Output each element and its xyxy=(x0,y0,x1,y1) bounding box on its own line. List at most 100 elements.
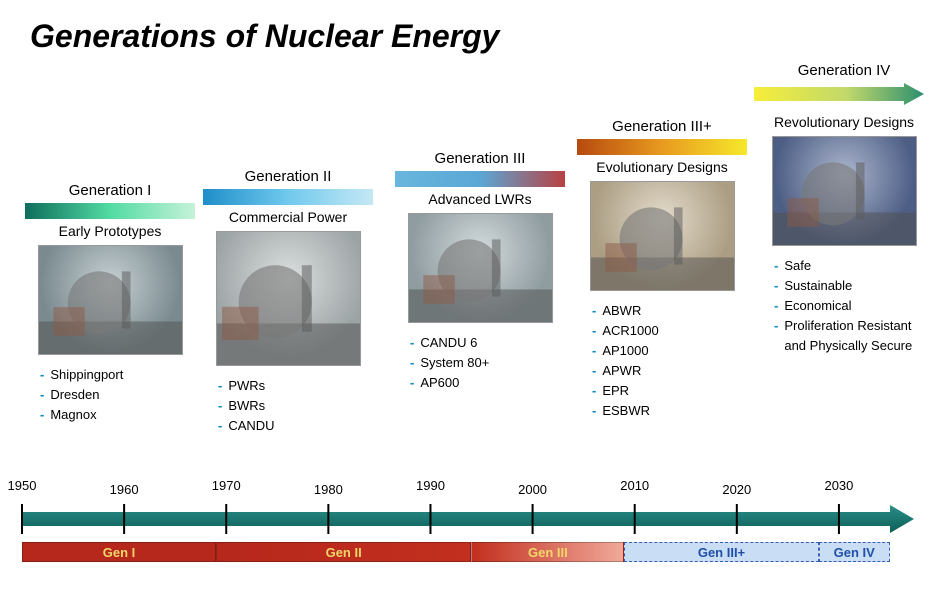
bullet-text: PWRs xyxy=(228,376,265,396)
generation-arrow xyxy=(754,83,924,105)
year-label: 1950 xyxy=(8,478,37,493)
bullet-item: -Sustainable xyxy=(774,276,934,296)
bullet-text: ABWR xyxy=(602,301,641,321)
generation-subtitle: Early Prototypes xyxy=(20,223,200,239)
bullet-item: -Proliferation Resistant and Physically … xyxy=(774,316,934,356)
generation-column-4: Generation III+Evolutionary Designs -ABW… xyxy=(572,118,752,421)
bullet-dash: - xyxy=(218,396,222,416)
generation-strip: Gen IGen IIGen IIIGen III+Gen IV xyxy=(14,542,922,562)
year-label: 2030 xyxy=(824,478,853,493)
year-label: 1970 xyxy=(212,478,241,493)
generation-column-3: Generation IIIAdvanced LWRs -CANDU 6-Sys… xyxy=(390,150,570,393)
generation-subtitle: Revolutionary Designs xyxy=(754,114,934,130)
generation-bullets: -Shippingport-Dresden-Magnox xyxy=(20,365,200,425)
generation-bullets: -PWRs-BWRs-CANDU xyxy=(198,376,378,436)
generation-subtitle: Advanced LWRs xyxy=(390,191,570,207)
bullet-dash: - xyxy=(592,361,596,381)
bullet-dash: - xyxy=(774,296,778,316)
bullet-text: APWR xyxy=(602,361,641,381)
bullet-item: -CANDU xyxy=(218,416,378,436)
bullet-dash: - xyxy=(410,353,414,373)
bullet-text: Economical xyxy=(784,296,851,316)
bullet-dash: - xyxy=(40,405,44,425)
bullet-dash: - xyxy=(40,365,44,385)
generation-bar xyxy=(395,171,565,187)
strip-segment: Gen I xyxy=(22,542,216,562)
generation-image xyxy=(216,231,361,366)
bullet-text: ESBWR xyxy=(602,401,650,421)
generation-label: Generation IV xyxy=(754,62,934,79)
bullet-text: AP600 xyxy=(420,373,459,393)
year-label: 1990 xyxy=(416,478,445,493)
bullet-text: System 80+ xyxy=(420,353,489,373)
bullet-item: -AP1000 xyxy=(592,341,752,361)
bullet-text: Dresden xyxy=(50,385,99,405)
year-label: 2000 xyxy=(518,482,547,497)
bullet-item: -ACR1000 xyxy=(592,321,752,341)
bullet-dash: - xyxy=(40,385,44,405)
generation-bar xyxy=(25,203,195,219)
generation-column-5: Generation IV Revolutionary Designs -Saf… xyxy=(754,62,934,356)
bullet-item: -CANDU 6 xyxy=(410,333,570,353)
generation-label: Generation II xyxy=(198,168,378,185)
year-label: 1960 xyxy=(110,482,139,497)
bullet-item: -ABWR xyxy=(592,301,752,321)
generation-bullets: -CANDU 6-System 80+-AP600 xyxy=(390,333,570,393)
strip-segment: Gen III+ xyxy=(624,542,818,562)
bullet-text: Magnox xyxy=(50,405,96,425)
bullet-dash: - xyxy=(774,276,778,296)
bullet-item: -AP600 xyxy=(410,373,570,393)
bullet-text: BWRs xyxy=(228,396,265,416)
strip-segment: Gen III xyxy=(471,542,624,562)
year-label: 1980 xyxy=(314,482,343,497)
bullet-item: -APWR xyxy=(592,361,752,381)
bullet-item: -Shippingport xyxy=(40,365,200,385)
generation-bar xyxy=(203,189,373,205)
bullet-item: -PWRs xyxy=(218,376,378,396)
bullet-dash: - xyxy=(592,381,596,401)
bullet-item: -System 80+ xyxy=(410,353,570,373)
bullet-dash: - xyxy=(774,316,778,356)
generation-label: Generation III xyxy=(390,150,570,167)
generation-image xyxy=(772,136,917,246)
bullet-text: CANDU xyxy=(228,416,274,436)
bullet-text: Sustainable xyxy=(784,276,852,296)
year-label: 2020 xyxy=(722,482,751,497)
bullet-dash: - xyxy=(218,376,222,396)
bullet-dash: - xyxy=(592,401,596,421)
generation-bullets: -ABWR-ACR1000-AP1000-APWR-EPR-ESBWR xyxy=(572,301,752,421)
bullet-dash: - xyxy=(592,321,596,341)
generation-label: Generation III+ xyxy=(572,118,752,135)
generation-subtitle: Evolutionary Designs xyxy=(572,159,752,175)
generation-subtitle: Commercial Power xyxy=(198,209,378,225)
bullet-text: Safe xyxy=(784,256,811,276)
bullet-dash: - xyxy=(592,341,596,361)
page-title: Generations of Nuclear Energy xyxy=(30,18,499,55)
bullet-item: -Dresden xyxy=(40,385,200,405)
bullet-text: CANDU 6 xyxy=(420,333,477,353)
bullet-item: -EPR xyxy=(592,381,752,401)
bullet-text: Proliferation Resistant and Physically S… xyxy=(784,316,934,356)
strip-segment: Gen II xyxy=(216,542,471,562)
bullet-item: -BWRs xyxy=(218,396,378,416)
bullet-dash: - xyxy=(218,416,222,436)
bullet-dash: - xyxy=(774,256,778,276)
bullet-item: -Safe xyxy=(774,256,934,276)
generation-column-2: Generation IICommercial Power -PWRs-BWRs… xyxy=(198,168,378,436)
bullet-text: Shippingport xyxy=(50,365,123,385)
bullet-dash: - xyxy=(592,301,596,321)
generation-column-1: Generation IEarly Prototypes -Shippingpo… xyxy=(20,182,200,425)
generation-bar xyxy=(577,139,747,155)
bullet-text: ACR1000 xyxy=(602,321,658,341)
generation-bullets: -Safe-Sustainable-Economical-Proliferati… xyxy=(754,256,934,356)
bullet-text: EPR xyxy=(602,381,629,401)
generation-image xyxy=(590,181,735,291)
bullet-dash: - xyxy=(410,373,414,393)
bullet-item: -Magnox xyxy=(40,405,200,425)
generation-image xyxy=(408,213,553,323)
bullet-item: -ESBWR xyxy=(592,401,752,421)
bullet-item: -Economical xyxy=(774,296,934,316)
year-label: 2010 xyxy=(620,478,649,493)
generation-image xyxy=(38,245,183,355)
timeline-axis xyxy=(14,502,922,542)
